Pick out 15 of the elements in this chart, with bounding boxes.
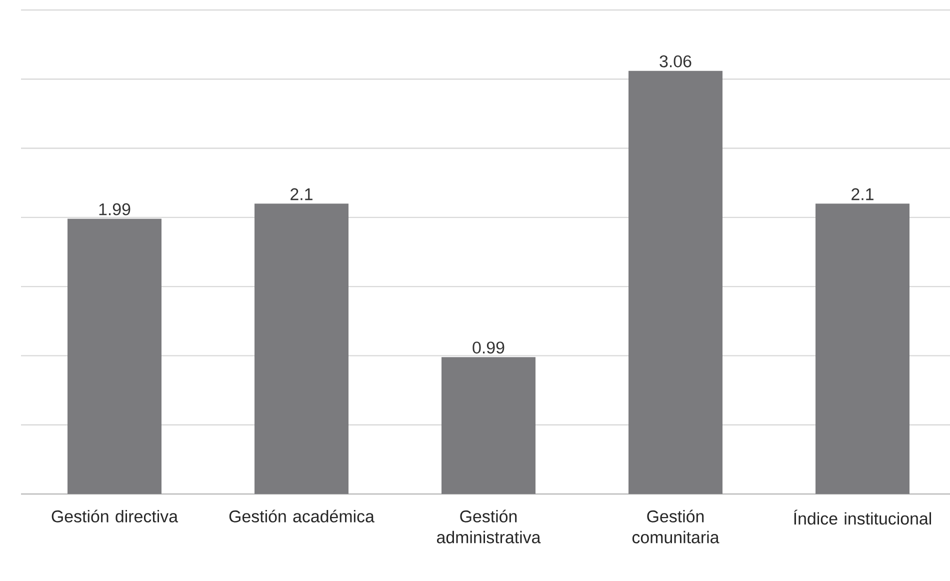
x-tick-label: Índice institucional (794, 510, 932, 525)
bar (68, 218, 162, 494)
x-tick-label: Gestión directiva (52, 510, 178, 522)
x-tick-label: Gestión administrativa (436, 510, 541, 544)
data-label: 1.99 (99, 203, 130, 216)
x-tick-label: Gestión académica (229, 510, 374, 522)
data-label: 2.1 (852, 188, 874, 200)
data-label: 3.06 (660, 55, 692, 68)
bar (254, 204, 349, 494)
x-tick-label: Gestión comunitaria (632, 510, 720, 544)
bar (816, 204, 910, 494)
data-label: 2.1 (290, 188, 312, 200)
bar (442, 357, 536, 494)
data-label: 0.99 (472, 342, 504, 354)
bar (628, 70, 723, 494)
